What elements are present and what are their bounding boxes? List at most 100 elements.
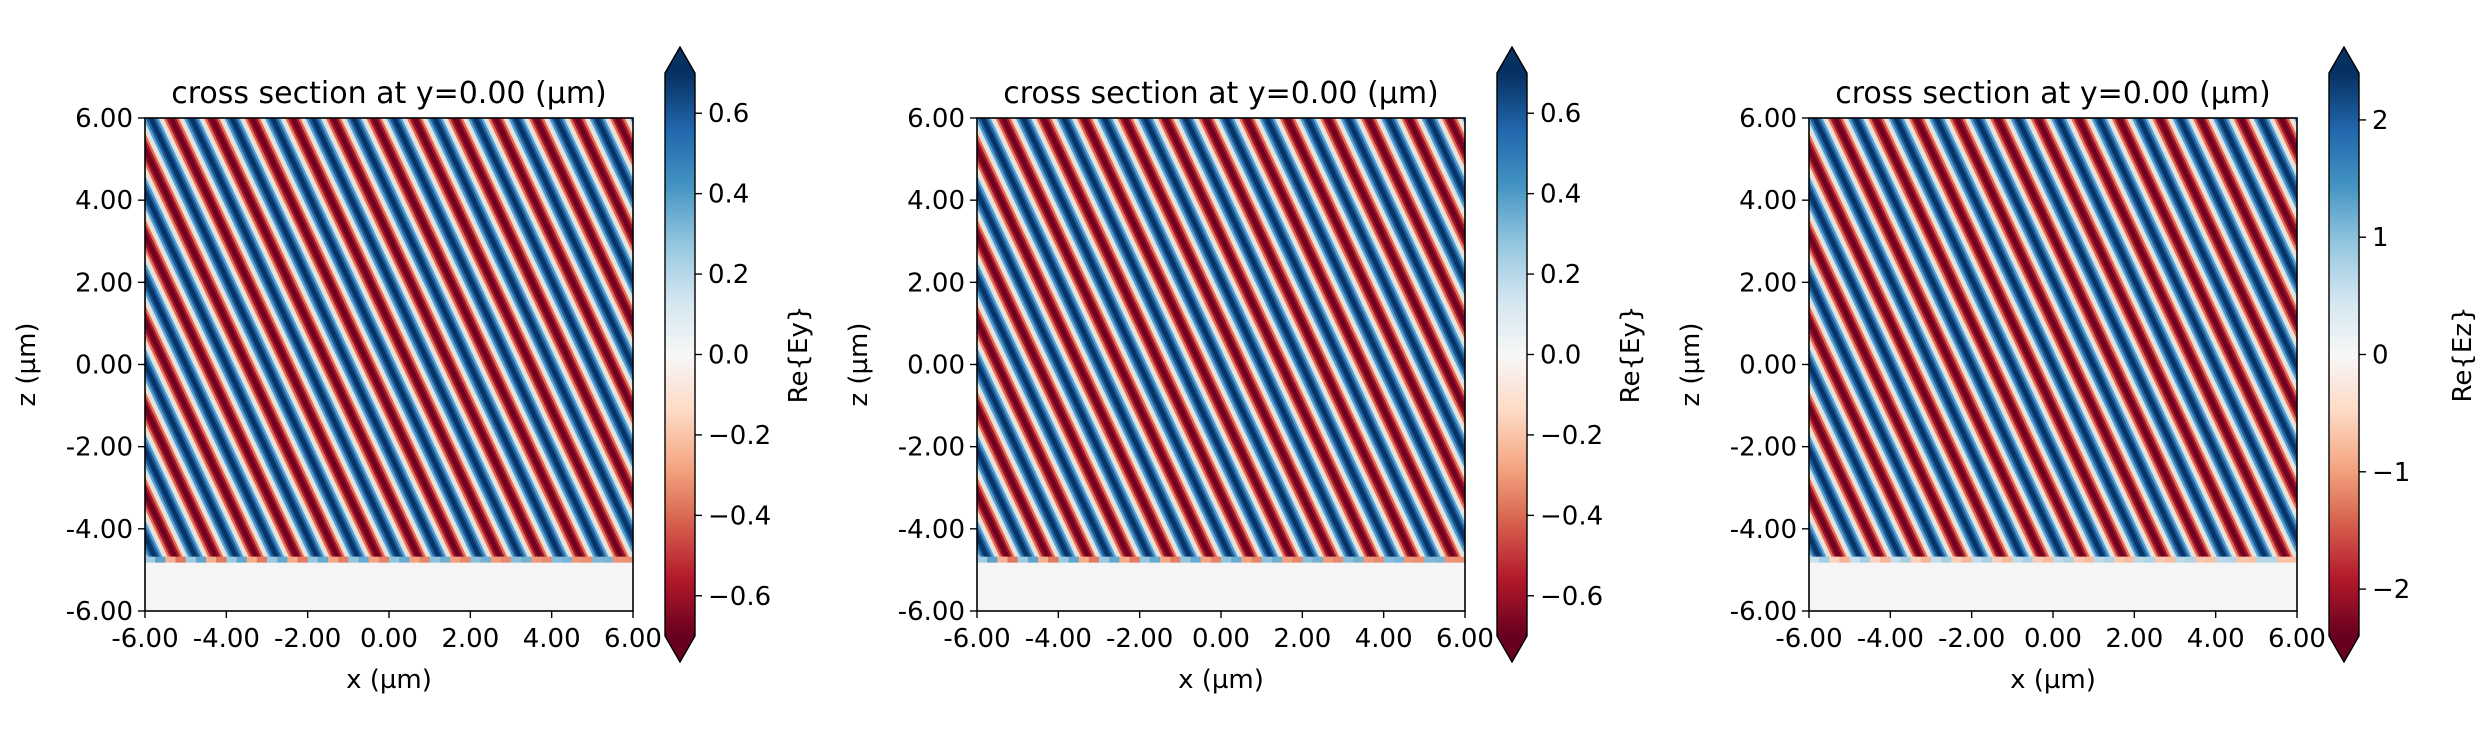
field-band (247, 118, 459, 560)
field-band (422, 118, 633, 560)
field-band (977, 512, 999, 560)
colorbar-tick-label: 0.4 (708, 180, 749, 210)
field-band (2042, 118, 2255, 560)
field-band (1421, 118, 1465, 211)
field-band (335, 118, 548, 560)
field-band (2146, 118, 2297, 437)
edge-cell (1078, 556, 1090, 563)
field-band (1939, 118, 2151, 560)
field-band (1944, 118, 2156, 560)
field-band (1822, 118, 2034, 560)
field-band (2255, 118, 2297, 206)
field-band (2075, 118, 2288, 560)
field-band (1216, 118, 1428, 560)
field-bands (977, 118, 1465, 560)
field-band (1880, 118, 2093, 560)
heatmap-field (145, 118, 633, 611)
edge-cell (1251, 556, 1263, 563)
colorbar-tick-label: −0.4 (1540, 501, 1603, 531)
field-band (1918, 118, 2131, 560)
field-band (229, 118, 441, 560)
field-band (503, 118, 633, 394)
edge-cell (500, 556, 512, 563)
colorbar-gradient (665, 73, 695, 636)
field-band (285, 118, 497, 560)
field-band (1956, 118, 2169, 560)
field-band (1018, 118, 1230, 560)
field-band (313, 118, 525, 560)
field-band (1408, 118, 1465, 238)
field-band (416, 118, 629, 560)
edge-cell (977, 556, 988, 563)
field-band (462, 118, 633, 480)
field-band (1357, 118, 1465, 346)
field-band (470, 118, 633, 464)
field-band (252, 118, 464, 560)
edge-cell (328, 556, 339, 563)
field-band (1809, 518, 1829, 560)
field-band (2012, 118, 2224, 560)
colorbar-tick-label: 0.2 (1540, 260, 1581, 290)
field-band (518, 118, 633, 362)
field-band (1147, 118, 1359, 560)
y-tick-label: -2.00 (66, 433, 133, 463)
field-band (1074, 118, 1286, 560)
edge-cell (399, 556, 410, 563)
field-band (378, 118, 591, 560)
field-band (1390, 118, 1465, 276)
field-band (1832, 118, 2044, 560)
field-band (1261, 118, 1465, 550)
field-band (2116, 118, 2297, 502)
field-band (1451, 118, 1465, 147)
field-band (1906, 118, 2118, 560)
field-band (495, 118, 633, 410)
edge-cell (460, 556, 471, 563)
y-tick-label: 2.00 (1739, 268, 1797, 298)
field-band (168, 118, 380, 560)
field-band (320, 118, 533, 560)
field-band (226, 118, 439, 560)
field-band (328, 118, 540, 560)
field-band (482, 118, 633, 437)
field-band (188, 118, 401, 560)
field-band (1860, 118, 2072, 560)
field-band (2103, 118, 2297, 528)
field-band (442, 118, 633, 523)
edge-cell (206, 556, 217, 563)
field-band (1117, 118, 1329, 560)
field-band (1449, 118, 1465, 152)
edge-cell (541, 556, 553, 563)
edge-cell (1160, 556, 1171, 563)
field-band (1332, 118, 1465, 399)
field-band (622, 118, 633, 141)
x-tick-label: -2.00 (1106, 624, 1173, 654)
field-band (536, 118, 633, 324)
field-band (1428, 118, 1465, 195)
edge-cell (1363, 556, 1374, 563)
edge-cell (2175, 556, 2186, 563)
field-band (2149, 118, 2297, 432)
field-band (475, 118, 633, 453)
field-band (424, 118, 633, 560)
field-band (1895, 118, 2108, 560)
field-band (2078, 118, 2290, 560)
x-tick-label: 4.00 (1355, 624, 1413, 654)
field-band (2225, 118, 2297, 270)
x-axis-label: x (µm) (346, 665, 432, 695)
edge-cell (1880, 556, 1891, 563)
field-band (1081, 118, 1294, 560)
edge-cell (2124, 556, 2135, 563)
field-band (368, 118, 581, 560)
edge-cell (236, 556, 248, 563)
field-band (977, 496, 1007, 560)
field-band (1401, 118, 1465, 254)
field-band (325, 118, 538, 560)
field-band (419, 118, 631, 560)
field-band (2009, 118, 2222, 560)
field-band (612, 118, 633, 163)
field-band (2040, 118, 2252, 560)
field-band (2179, 118, 2297, 367)
field-band (2096, 118, 2297, 545)
field-band (1398, 118, 1465, 260)
